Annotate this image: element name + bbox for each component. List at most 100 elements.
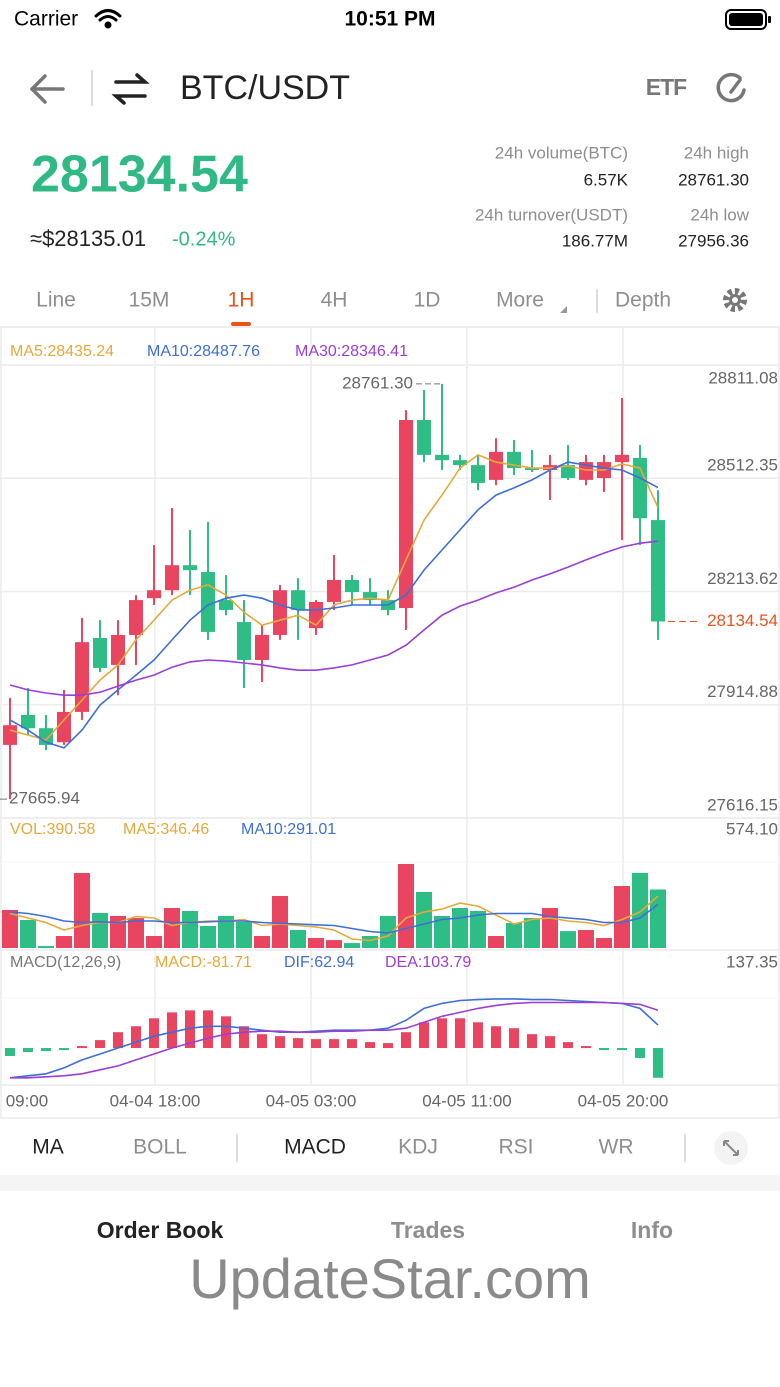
active-underline bbox=[231, 322, 251, 326]
ma-line bbox=[9, 903, 659, 934]
bar bbox=[146, 936, 162, 948]
legend-item: DIF:62.94 bbox=[284, 954, 354, 971]
bottom-tab[interactable]: Order Book bbox=[97, 1217, 224, 1243]
candle-body bbox=[345, 579, 359, 593]
legend-item: DEA:103.79 bbox=[385, 954, 471, 971]
bar bbox=[200, 925, 216, 948]
etf-button[interactable]: ETF bbox=[646, 74, 688, 100]
candle-body bbox=[201, 572, 215, 632]
stat-value: 28761.30 bbox=[678, 170, 749, 189]
indicator-tab[interactable]: BOLL bbox=[133, 1136, 187, 1159]
bar bbox=[2, 909, 18, 948]
interval-tab[interactable]: Depth bbox=[615, 289, 671, 312]
candle-body bbox=[651, 520, 665, 622]
price-change: -0.24% bbox=[172, 228, 236, 250]
indicator-tab[interactable]: MACD bbox=[284, 1136, 346, 1159]
bar bbox=[149, 1018, 159, 1049]
x-tick-label: 04-05 11:00 bbox=[422, 1091, 511, 1110]
candle-body bbox=[183, 565, 197, 571]
indicator-tab[interactable]: KDJ bbox=[398, 1136, 438, 1159]
bar bbox=[563, 1042, 573, 1049]
legend-item: VOL:390.58 bbox=[10, 821, 96, 838]
bar bbox=[380, 915, 396, 948]
bar bbox=[113, 1032, 123, 1049]
pair-title: BTC/USDT bbox=[180, 69, 350, 107]
bar bbox=[5, 1048, 15, 1056]
legend-item: MA10:28487.76 bbox=[147, 343, 260, 360]
y-tick-label: 27616.15 bbox=[707, 795, 778, 814]
candle-body bbox=[579, 462, 593, 480]
interval-tab[interactable]: More bbox=[496, 289, 544, 312]
bar bbox=[506, 922, 522, 948]
bar bbox=[203, 1010, 213, 1049]
indicator-tab[interactable]: MA bbox=[32, 1136, 64, 1159]
candle-body bbox=[633, 457, 647, 519]
candle-body bbox=[93, 637, 107, 668]
bar bbox=[257, 1034, 267, 1049]
bar bbox=[20, 919, 36, 948]
bar bbox=[41, 1048, 51, 1052]
candle-body bbox=[165, 565, 179, 591]
stat-label: 24h volume(BTC) bbox=[495, 143, 628, 162]
refresh-button[interactable] bbox=[716, 72, 746, 103]
bar bbox=[419, 1022, 429, 1049]
bar bbox=[578, 930, 594, 948]
bar bbox=[92, 912, 108, 948]
bar bbox=[617, 1048, 627, 1051]
bar bbox=[326, 940, 342, 948]
x-tick-label: 09:00 bbox=[6, 1091, 49, 1110]
bar bbox=[437, 1018, 447, 1049]
candle-body bbox=[255, 634, 269, 660]
bar bbox=[185, 1010, 195, 1049]
interval-tab[interactable]: 1H bbox=[228, 289, 255, 312]
legend-item: MA30:28346.41 bbox=[295, 343, 408, 360]
bar bbox=[545, 1036, 555, 1049]
candle-body bbox=[399, 420, 413, 609]
bar bbox=[401, 1032, 411, 1049]
bar bbox=[455, 1018, 465, 1049]
bar bbox=[167, 1012, 177, 1049]
ma-line bbox=[10, 1001, 659, 1079]
bar bbox=[239, 1026, 249, 1049]
interval-tab[interactable]: 1D bbox=[414, 289, 441, 312]
x-tick-label: 04-05 03:00 bbox=[266, 1091, 357, 1110]
candle-body bbox=[129, 600, 143, 635]
bar bbox=[311, 1039, 321, 1049]
back-button[interactable] bbox=[30, 74, 65, 104]
bar bbox=[38, 946, 54, 949]
bar bbox=[272, 896, 288, 948]
x-tick-label: 04-04 18:00 bbox=[110, 1091, 201, 1110]
candle-body bbox=[471, 465, 485, 483]
ma-line bbox=[9, 461, 659, 749]
bar bbox=[131, 1026, 141, 1049]
bar bbox=[95, 1040, 105, 1049]
y-tick-label: 27914.88 bbox=[707, 682, 778, 701]
bar bbox=[470, 910, 486, 948]
bottom-tab[interactable]: Trades bbox=[391, 1217, 465, 1243]
wifi-icon bbox=[94, 9, 122, 29]
candle-body bbox=[111, 634, 125, 665]
swap-button[interactable] bbox=[111, 73, 150, 105]
ma-line bbox=[9, 453, 659, 741]
expand-button[interactable] bbox=[714, 1131, 748, 1165]
bar bbox=[164, 908, 180, 948]
settings-button[interactable] bbox=[723, 288, 747, 312]
last-price-label: 28134.54 bbox=[707, 611, 778, 630]
bar bbox=[290, 930, 306, 948]
high-label: 28761.30 bbox=[342, 373, 413, 392]
indicator-tab[interactable]: WR bbox=[599, 1136, 634, 1159]
bottom-tab[interactable]: Info bbox=[631, 1217, 673, 1243]
watermark: UpdateStar.com bbox=[189, 1247, 591, 1310]
bar bbox=[614, 885, 630, 948]
interval-tab[interactable]: 15M bbox=[129, 289, 170, 312]
candle-body bbox=[327, 579, 341, 602]
bar bbox=[398, 863, 414, 948]
stat-value: 6.57K bbox=[584, 170, 629, 189]
interval-tab[interactable]: Line bbox=[36, 289, 76, 312]
bar bbox=[344, 943, 360, 948]
candle-body bbox=[237, 622, 251, 660]
interval-tab[interactable]: 4H bbox=[321, 289, 348, 312]
indicator-tab[interactable]: RSI bbox=[498, 1136, 533, 1159]
usd-price: ≈$28135.01 bbox=[30, 226, 146, 251]
